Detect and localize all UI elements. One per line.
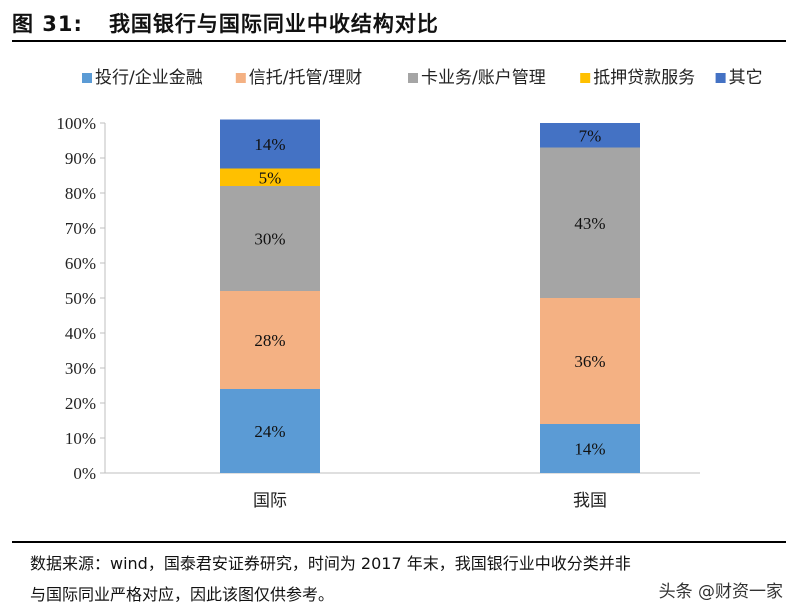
- source-note: 数据来源：wind，国泰君安证券研究，时间为 2017 年末，我国银行业中收分类…: [30, 548, 790, 610]
- legend-item-2: 信托/托管/理财: [235, 68, 362, 88]
- legend-item-1: 投行/企业金融: [82, 68, 203, 88]
- legend-label-2: 信托/托管/理财: [249, 68, 362, 88]
- y-tick-label: 70%: [65, 219, 96, 238]
- legend-swatch-2: [235, 73, 246, 83]
- y-tick-label: 50%: [65, 289, 96, 308]
- y-tick-label: 20%: [65, 394, 96, 413]
- y-tick-label: 10%: [65, 429, 96, 448]
- stacked-bar-chart: 投行/企业金融 信托/托管/理财 卡业务/账户管理 抵押贷款服务 其它 0% 10% 20% 3…: [56, 68, 763, 511]
- legend-label-3: 卡业务/账户管理: [421, 68, 546, 88]
- data-label-1-2: 28%: [254, 331, 285, 350]
- legend-item-3: 卡业务/账户管理: [408, 68, 546, 88]
- figure-title: 图 31: 我国银行与国际同业中收结构对比: [12, 8, 439, 38]
- bar-segment-1-5: [220, 119, 320, 169]
- legend-swatch-1: [82, 73, 92, 83]
- bar-segment-1-3: [220, 186, 320, 291]
- data-label-1-5: 14%: [254, 135, 285, 154]
- legend-swatch-3: [408, 73, 418, 83]
- data-label-2-1: 14%: [574, 440, 605, 459]
- data-label-2-5: 7%: [579, 126, 602, 145]
- x-category-label-1: 国际: [253, 491, 287, 511]
- y-tick-label: 100%: [56, 114, 96, 133]
- bar-segment-2-2: [540, 298, 640, 424]
- bar-segment-1-4: [220, 168, 320, 186]
- y-tick-label: 40%: [65, 324, 96, 343]
- bar-segment-2-5: [540, 123, 640, 148]
- bar-segment-2-1: [540, 424, 640, 473]
- bar-segment-1-1: [220, 389, 320, 473]
- y-tick-label: 90%: [65, 149, 96, 168]
- legend-swatch-5: [715, 73, 726, 83]
- top-rule: [12, 40, 786, 42]
- chart-legend: 投行/企业金融 信托/托管/理财 卡业务/账户管理 抵押贷款服务 其它: [82, 68, 763, 88]
- bar-segment-2-3: [540, 147, 640, 298]
- figure-title-text: 我国银行与国际同业中收结构对比: [108, 12, 439, 36]
- y-tick-label: 0%: [73, 464, 96, 483]
- legend-item-4: 抵押贷款服务: [580, 68, 695, 88]
- legend-label-1: 投行/企业金融: [95, 68, 203, 88]
- watermark: 头条 @财资一家: [658, 582, 783, 602]
- x-category-label-2: 我国: [573, 491, 607, 511]
- data-label-1-4: 5%: [259, 168, 282, 187]
- bottom-rule: [12, 541, 786, 543]
- y-tick-label: 30%: [65, 359, 96, 378]
- bar-segment-1-2: [220, 291, 320, 389]
- legend-label-5: 其它: [729, 68, 763, 88]
- legend-item-5: 其它: [715, 68, 763, 88]
- data-label-1-3: 30%: [254, 230, 285, 249]
- source-line-2: 与国际同业严格对应，因此该图仅供参考。: [30, 585, 335, 604]
- y-tick-label: 80%: [65, 184, 96, 203]
- data-label-1-1: 24%: [254, 422, 285, 441]
- legend-swatch-4: [580, 73, 591, 83]
- data-label-2-3: 43%: [574, 214, 605, 233]
- y-tick-label: 60%: [65, 254, 96, 273]
- legend-label-4: 抵押贷款服务: [593, 68, 695, 88]
- data-label-2-2: 36%: [574, 352, 605, 371]
- source-line-1: 数据来源：wind，国泰君安证券研究，时间为 2017 年末，我国银行业中收分类…: [30, 554, 631, 573]
- figure-label: 图 31:: [12, 12, 83, 36]
